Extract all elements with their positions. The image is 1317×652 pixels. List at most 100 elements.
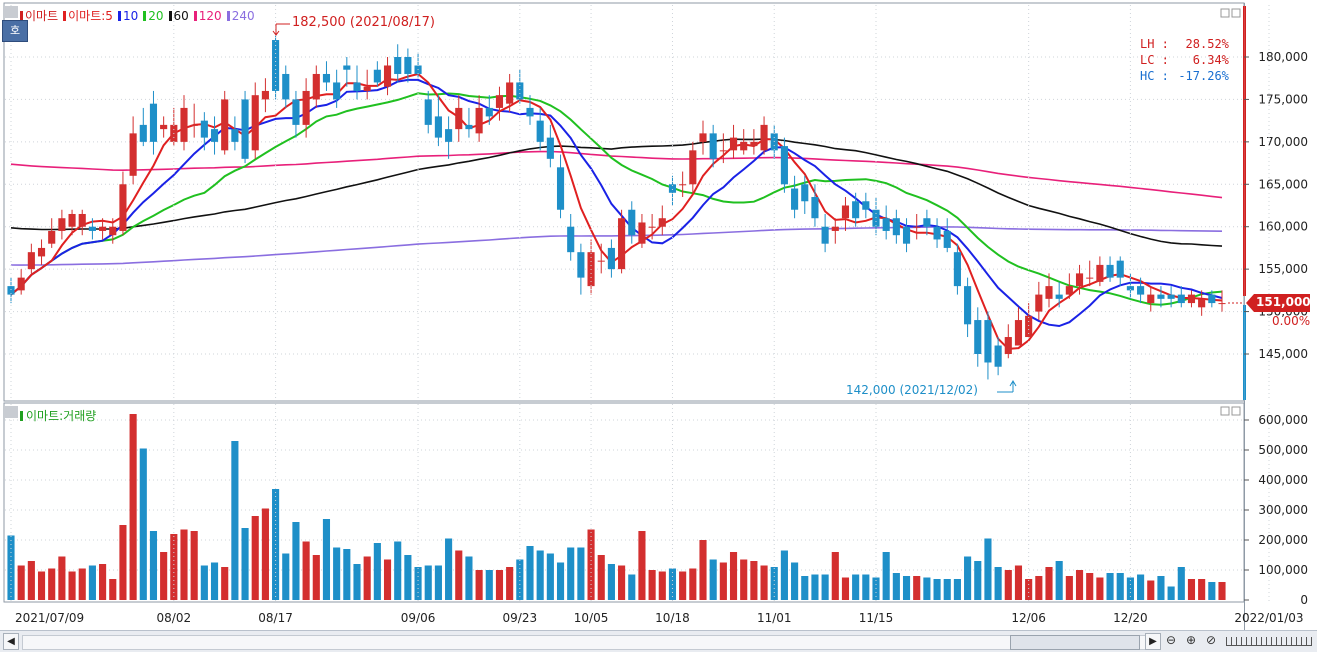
legend-item-1[interactable]: 이마트:5 [68,9,113,23]
volume-bar [1025,579,1033,600]
candle-body [943,230,951,248]
volume-bar [1055,561,1063,600]
price-panel[interactable] [3,2,1245,402]
volume-bar [750,561,758,600]
candle-body [1187,294,1196,304]
date-axis: 2021/07/09 08/02 08/17 09/06 09/23 10/05 10/18… [10,5,1304,625]
candle-body [506,82,514,104]
candle-body [353,82,361,91]
candle-body [658,218,666,227]
volume-panel-max-button[interactable] [1231,406,1241,416]
volume-bar [740,559,748,600]
candle-body [597,260,605,262]
zoom-out-icon[interactable]: ⊖ [1166,633,1177,647]
low-annotation: 142,000 (2021/12/02) [846,383,978,397]
candle-body [994,345,1002,367]
date-tick-label: 09/23 [503,611,538,625]
low-marker-arrow [1009,380,1017,387]
volume-bar [1045,567,1053,600]
legend-item-5[interactable]: 120 [198,9,222,23]
scroll-right-button[interactable]: ▶ [1145,633,1161,650]
volume-bar [933,579,941,600]
panel-handle-icon[interactable] [4,406,18,418]
legend-item-3[interactable]: 20 [148,9,164,23]
date-tick-label: 2021/07/09 [15,611,84,625]
volume-bar [353,564,361,600]
candle-body [699,133,707,142]
volume-bar [791,562,799,600]
volume-bar [1198,579,1206,600]
volume-bar [373,543,381,600]
ma-240-line [10,226,1223,266]
volume-bar [17,565,25,600]
scroll-track[interactable] [22,635,1152,650]
reset-zoom-icon[interactable]: ⊘ [1206,633,1217,647]
volume-axis: 600,000 500,000 400,000 300,000 200,000 100,0… [1244,413,1308,607]
legend-item-4[interactable]: 60 [173,9,189,23]
price-tick-label: 160,000 [1258,220,1308,234]
price-panel-max-button[interactable] [1231,8,1241,18]
volume-bar [190,531,198,600]
candle-body [862,201,870,210]
candle-body [251,95,259,151]
ma-20-line [10,92,1223,306]
zoom-ruler[interactable] [1226,637,1312,646]
candle-body [465,124,473,130]
candle-body [1106,264,1114,278]
candle-body [516,82,524,100]
candle-body [1014,320,1023,346]
date-tick-label: 09/06 [401,611,436,625]
price-panel-min-button[interactable] [1220,8,1230,18]
candle-body [1025,315,1033,338]
volume-legend: 이마트:거래량 [20,407,96,424]
panel-handle-icon[interactable] [4,6,18,18]
price-range-bar-down [1243,305,1246,400]
stat-value: -17.26% [1178,69,1229,83]
volume-bar [943,579,951,600]
volume-bar [1147,580,1155,600]
volume-bar [241,528,249,600]
volume-bar [699,540,707,600]
candle-body [852,201,860,219]
volume-bar [1106,573,1114,600]
volume-bar [261,508,269,600]
last-price-change: 0.00% [1272,314,1311,328]
hoga-button[interactable]: 호 [2,20,28,42]
volume-bar [689,568,697,600]
volume-bar [902,576,911,600]
volume-bar [852,574,860,600]
zoom-in-icon[interactable]: ⊕ [1186,633,1197,647]
volume-legend-label: 이마트:거래량 [26,409,97,423]
legend-item-0[interactable]: 이마트 [25,9,59,23]
candle-body [383,65,392,87]
price-legend: 이마트 이마트:5 10 20 60 120 240 [20,7,255,24]
volume-panel-min-button[interactable] [1220,406,1230,416]
legend-item-2[interactable]: 10 [122,9,139,23]
date-tick-label: 11/15 [859,611,894,625]
volume-bar [221,567,229,600]
volume-bar [465,556,473,600]
volume-bar [506,567,514,600]
volume-bar [58,556,66,600]
candle-body [1198,298,1206,308]
legend-swatch [63,11,67,21]
candle-body [394,57,402,74]
candle-body [129,133,137,176]
volume-bar [88,565,96,600]
ma-120-line [10,150,1223,199]
stat-value: 6.34% [1192,53,1229,67]
price-tick-label: 165,000 [1258,177,1308,191]
volume-bar [180,529,188,600]
scroll-left-button[interactable]: ◀ [3,633,19,650]
candle-body [68,213,76,227]
candle-body [648,226,656,228]
candle-body [373,69,381,83]
candle-body [1004,337,1012,354]
candle-body [902,226,911,244]
legend-item-6[interactable]: 240 [231,9,255,23]
price-tick-label: 175,000 [1258,92,1308,106]
candle-body [139,124,147,142]
scroll-thumb[interactable] [1010,635,1140,650]
stat-value: 28.52% [1185,37,1229,51]
